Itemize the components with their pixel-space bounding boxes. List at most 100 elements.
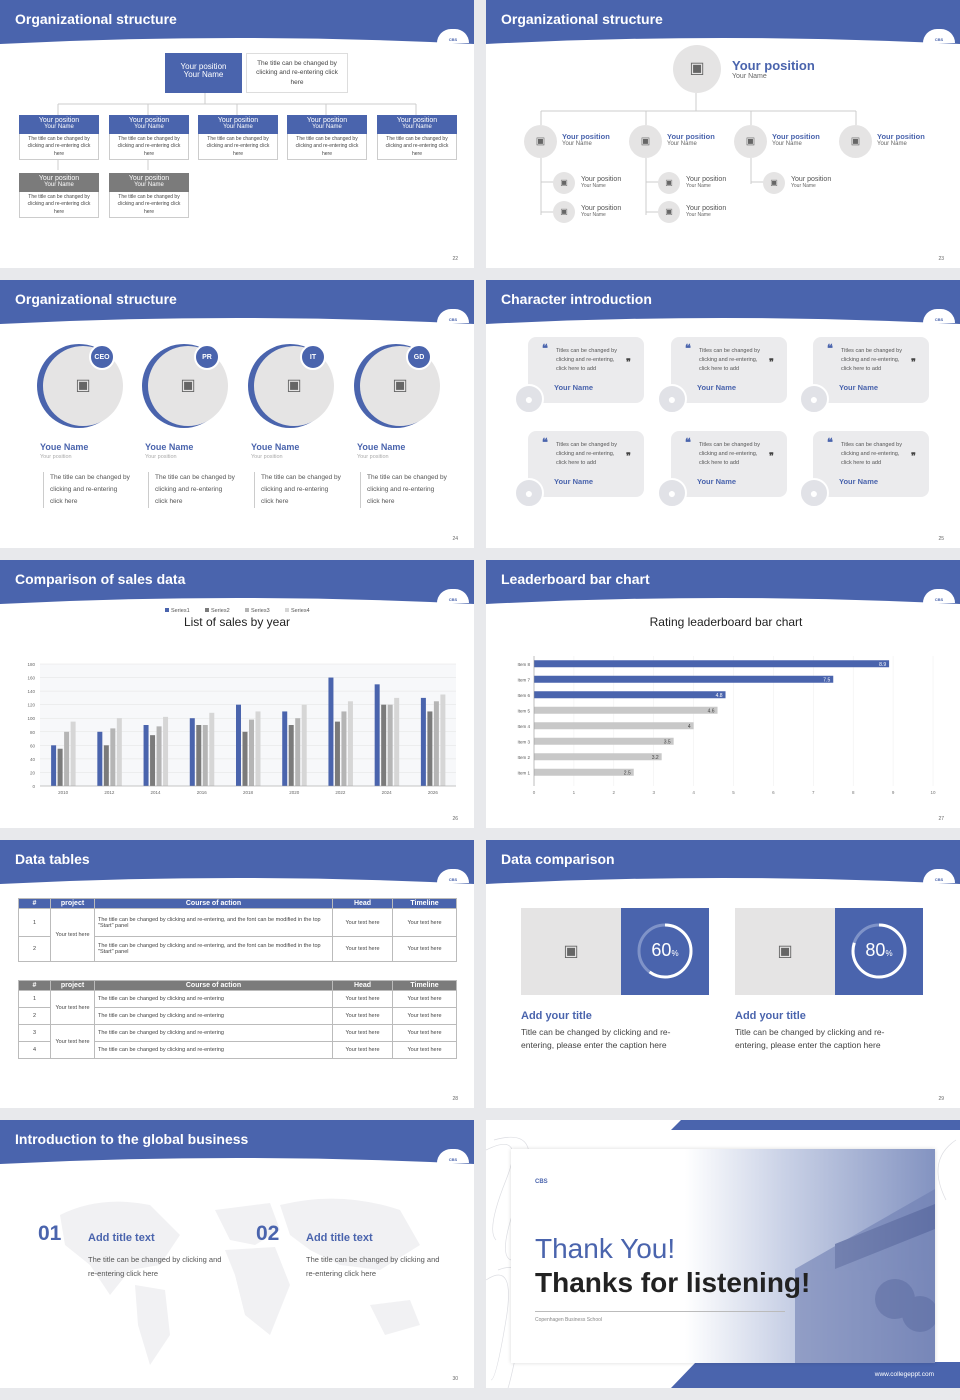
slide-28[interactable]: Data tables CBS # project Course of action… [0,840,474,1108]
position-box-header[interactable]: Your position Your Name [19,115,99,134]
slide-26[interactable]: Comparison of sales data CBS List of sal… [0,560,474,828]
bar [427,711,433,786]
image-placeholder-icon[interactable]: ▣ [629,125,662,158]
table-row[interactable]: 1 Your text here The title can be changed … [18,990,457,1025]
data-label: 2.5 [624,770,631,776]
quote-open-icon: ❝ [542,343,548,355]
page-number: 23 [938,256,944,262]
legend-label: Series3 [251,608,270,614]
y-tick-label: 120 [27,703,35,708]
quote-card[interactable] [671,337,787,403]
quote-card[interactable] [528,337,644,403]
slide-title: Character introduction [501,291,652,307]
bar [534,675,834,683]
bar [394,697,400,786]
page-number: 30 [452,1376,458,1382]
y-tick-label: Item 1 [517,770,530,775]
avatar-icon: ● [657,478,687,508]
slide-24[interactable]: Organizational structure CBS 24 ▣ CEO Youe… [0,280,474,548]
page-number: 25 [938,536,944,542]
school-name: Copenhagen Business School [535,1317,602,1323]
slide-27[interactable]: Leaderboard bar chart CBS Rating leaderb… [486,560,960,828]
quote-card[interactable] [528,431,644,497]
image-placeholder-icon[interactable]: ▣ [673,45,721,93]
top-position-box[interactable]: Your position Your Name [165,53,242,93]
bar [236,704,241,786]
quote-card[interactable] [813,431,929,497]
quote-text: Titles can be changed by clicking and re… [699,442,760,466]
slide-30[interactable]: Introduction to the global business CBS … [0,1120,474,1388]
percent-panel: 80% [835,908,923,995]
image-placeholder-icon[interactable]: ▣ [734,125,767,158]
image-placeholder-icon[interactable]: ▣ [524,125,557,158]
y-tick-label: Item 6 [517,693,530,698]
person-name: Youe Name Your position [145,442,194,460]
item-desc: The title can be changed by clicking and… [88,1255,222,1278]
position-box-header[interactable]: Your position Your Name [377,115,457,134]
image-placeholder-icon[interactable]: ▣ [658,172,680,194]
data-table-1[interactable]: # project Course of action Head Timeline 1 Yo… [18,898,457,962]
website-url[interactable]: www.collegeppt.com [874,1371,934,1378]
slide-29[interactable]: Data comparison CBS 29 ▣ 60% Add your tit… [486,840,960,1108]
percent-value: 60% [651,940,679,960]
image-placeholder-icon[interactable]: ▣ [521,908,621,995]
x-tick-label: 2022 [335,790,346,795]
x-tick-label: 2020 [289,790,300,795]
percent-value: 80% [865,940,893,960]
image-placeholder-icon[interactable]: ▣ [763,172,785,194]
page-number: 22 [452,256,458,262]
percent-panel: 60% [621,908,709,995]
quote-open-icon: ❝ [685,343,691,355]
legend-swatch [245,608,249,612]
slide-header: Leaderboard bar chart CBS [486,560,960,606]
position-box-header[interactable]: Your position Your Name [19,173,99,192]
image-placeholder-icon[interactable]: ▣ [735,908,835,995]
quote-card[interactable] [671,431,787,497]
image-placeholder-icon[interactable]: ▣ [839,125,872,158]
slide-31[interactable]: CBS Thank You! Thanks for listening! Cop… [486,1120,960,1388]
page-number: 29 [938,1096,944,1102]
table-row[interactable]: 2 The title can be changed by clicking an… [18,1007,457,1025]
image-placeholder-icon[interactable]: ▣ [553,201,575,223]
world-map-icon [60,1198,420,1365]
bar [420,697,426,786]
thanks-for-listening-text: Thanks for listening! [535,1267,811,1298]
position-box-header[interactable]: Your position Your Name [109,173,189,192]
table-row[interactable]: 1 Your text here The title can be changed … [18,908,457,962]
table-row[interactable]: 3 Your text here The title can be changed … [18,1024,457,1059]
person-name: Your Name [697,477,737,486]
quote-open-icon: ❝ [685,437,691,449]
table-row[interactable]: 4 The title can be changed by clicking an… [18,1041,457,1059]
bar [202,725,208,786]
slide-title: Introduction to the global business [15,1131,249,1147]
avatar-icon: ● [799,478,829,508]
quote-text: Titles can be changed by clicking and re… [841,348,902,372]
person-name: Youe Name Your position [357,442,406,460]
table-row[interactable]: 2 The title can be changed by clicking an… [18,936,457,962]
slide-22[interactable]: Organizational structure CBS Your positi… [0,0,474,268]
slide-23[interactable]: Organizational structure CBS ▣ Your posi… [486,0,960,268]
page-number: 28 [452,1096,458,1102]
slide-25[interactable]: Character introduction CBS 25 ❝ Titles ca… [486,280,960,548]
avatar-icon: ● [657,384,687,414]
data-label: 7.5 [823,677,830,683]
bar [341,711,347,786]
table-header-row: # project Course of action Head Timeline [18,980,457,991]
position-box-desc: The title can be changed by clicking and… [109,134,189,160]
data-label: 8.9 [879,662,886,668]
image-placeholder-icon[interactable]: ▣ [658,201,680,223]
slide-header: Comparison of sales data CBS [0,560,474,606]
data-table-2[interactable]: # project Course of action Head Timeline 1 Yo… [18,980,457,1059]
y-tick-label: 160 [27,676,35,681]
chart-title: Rating leaderboard bar chart [650,615,803,629]
divider [535,1311,785,1312]
position-box-header[interactable]: Your position Your Name [198,115,278,134]
position-box-header[interactable]: Your position Your Name [109,115,189,134]
quote-card[interactable] [813,337,929,403]
position-box-header[interactable]: Your position Your Name [287,115,367,134]
person-label: Your position Your Name [562,132,610,148]
bar [57,748,63,786]
item-title: Add your title [521,1010,592,1022]
bar [328,677,334,786]
image-placeholder-icon[interactable]: ▣ [553,172,575,194]
